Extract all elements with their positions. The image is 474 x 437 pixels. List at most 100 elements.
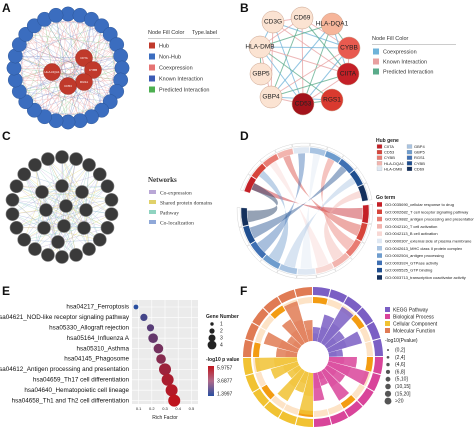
panel-a-edge: [55, 15, 69, 123]
panel-a-edge: [13, 55, 121, 69]
panel-e-size-label: 4: [220, 343, 223, 349]
panel-f-legend-label: Biological Process: [393, 315, 434, 321]
panel-b-node: [261, 10, 285, 34]
panel-c-inner-node: [51, 235, 65, 249]
panel-a-edge: [19, 13, 69, 92]
panel-d-outer-segment: [361, 204, 370, 224]
panel-b-nodes: CD3G CD69 HLA-DQA1 CYBB CIITA RGS1 CD53 GBP4 GBP…: [245, 6, 361, 116]
panel-d-chord: [324, 190, 362, 262]
panel-e-size-label: 1: [220, 322, 223, 328]
panel-f-mid-segment: [351, 384, 365, 399]
panel-d-outer-segment: [324, 150, 342, 164]
panel-d-go-swatch: [377, 260, 382, 266]
panel-b-legend-title: Node Fill Color: [372, 36, 409, 42]
panel-c-legend-label: Co-expression: [160, 191, 192, 197]
panel-e-color-label: 1.3997: [217, 392, 233, 398]
panel-f-p-dot: [386, 355, 390, 359]
panel-b-edge: [259, 23, 333, 48]
panel-f-outer-segment: [329, 289, 348, 303]
panel-b-edge: [259, 46, 333, 101]
panel-f-outer-segment: [243, 357, 254, 376]
panel-f-inner-bar: [285, 350, 298, 357]
panel-c-legend-title: Networks: [148, 176, 177, 184]
panel-f-outer-segment: [245, 322, 259, 341]
panel-c-edge: [61, 156, 87, 211]
panel-d-hub-swatch: [406, 155, 413, 160]
panel-b-node-label: GBP4: [262, 94, 280, 101]
panel-e-row-label: hsa05330_Allograft rejection: [49, 324, 129, 331]
panel-d-outer-segment: [251, 163, 267, 180]
panel-f-p-label: (2,4]: [395, 355, 406, 361]
panel-a-edge: [34, 25, 45, 117]
panel-d-hub-swatch: [376, 150, 383, 155]
panel-b-node-label: CIITA: [340, 71, 357, 78]
panel-a-outer-node: [48, 7, 64, 23]
panel-a-hub-node-label: RGS1: [80, 80, 89, 84]
panel-d-hub-title: Hub gene: [376, 138, 399, 144]
panel-b-legend-swatch: [373, 48, 379, 55]
panel-e-xtick-label: 0.3: [162, 406, 168, 411]
panel-f-bar: [270, 361, 300, 379]
panel-d-tick-ring: [240, 174, 251, 192]
panel-d: D Hub gene CIITACD53CYBBHLA-DQA1HLA-DMBG…: [236, 129, 474, 280]
panel-c-edge: [23, 174, 45, 229]
panel-c-edge: [34, 164, 85, 229]
panel-f-bar: [263, 332, 300, 353]
panel-f-mid-segment: [297, 297, 313, 305]
panel-e-row-label: hsa04612_Antigen processing and presenta…: [0, 366, 129, 373]
panel-c-ring-node: [82, 242, 96, 256]
panel-a-edge: [44, 19, 85, 59]
panel-b-edge: [301, 17, 304, 105]
panel-f-mid-segment: [261, 384, 275, 400]
panel-c-edge: [43, 186, 108, 229]
panel-a-edge: [44, 67, 123, 117]
panel-b-node-label: CD69: [294, 15, 311, 22]
panel-a-hub-node-label: CD53: [64, 84, 72, 88]
panel-d-go-label: GO:0002682_T cell receptor signaling pat…: [385, 209, 468, 214]
panel-f-p-dot: [385, 369, 391, 374]
panel-c-edge: [63, 158, 77, 227]
panel-d-go-title: Go term: [376, 195, 396, 201]
panel-a-edge: [51, 71, 69, 123]
panel-f-p-dot: [385, 376, 391, 382]
panel-f-legend-swatch: [385, 328, 390, 333]
panel-c-inner-node: [35, 185, 49, 199]
panel-d-go-label: GO:0005525_GTP binding: [385, 268, 432, 273]
panel-d-tick-ring: [368, 204, 374, 225]
panel-f-outer-segment: [366, 322, 381, 341]
panel-c-ring-node: [28, 242, 42, 256]
panel-c-label: C: [2, 129, 11, 143]
panel-f-bar: [287, 336, 302, 349]
panel-a-edge: [34, 25, 121, 57]
panel-a-edge: [15, 15, 81, 81]
panel-f-inner-bar: [273, 357, 298, 368]
panel-d-outer-segment: [242, 225, 256, 245]
panel-b-edge: [270, 21, 274, 98]
panel-a-hub-node: [75, 49, 93, 67]
panel-a-edge: [67, 13, 117, 92]
panel-b-node-label: HLA-DMB: [245, 44, 274, 51]
panel-f-outer-segment: [373, 357, 383, 375]
panel-a-edge: [25, 34, 85, 59]
panel-e-size-dot: [210, 322, 214, 326]
panel-a-edge: [19, 44, 69, 123]
panel-a-legend-title-right: Type.label: [192, 30, 217, 36]
panel-c-edge: [24, 209, 87, 240]
panel-d-label: D: [240, 129, 249, 143]
panel-d-hub-legend: CIITACD53CYBBHLA-DQA1HLA-DMBGBP4GBP5RGS1…: [376, 144, 426, 171]
panel-b-edge: [270, 73, 349, 98]
panel-a-edge: [19, 55, 121, 92]
panel-a-legend-swatch: [149, 75, 155, 82]
panel-f-mid-segment: [326, 299, 343, 310]
panel-d-go-label: GO:0042613_MHC class II protein complex: [385, 246, 462, 251]
panel-d-outer-segment: [243, 176, 257, 194]
panel-c-edges: [12, 156, 112, 258]
panel-f-inner-bar: [292, 365, 302, 374]
panel-a-edge: [19, 34, 111, 92]
panel-b-legend-label: Predicted Interaction: [383, 70, 433, 76]
panel-f-outer-segment: [344, 296, 362, 313]
panel-f-outer-segment: [245, 373, 260, 392]
panel-a-edge: [34, 34, 111, 111]
